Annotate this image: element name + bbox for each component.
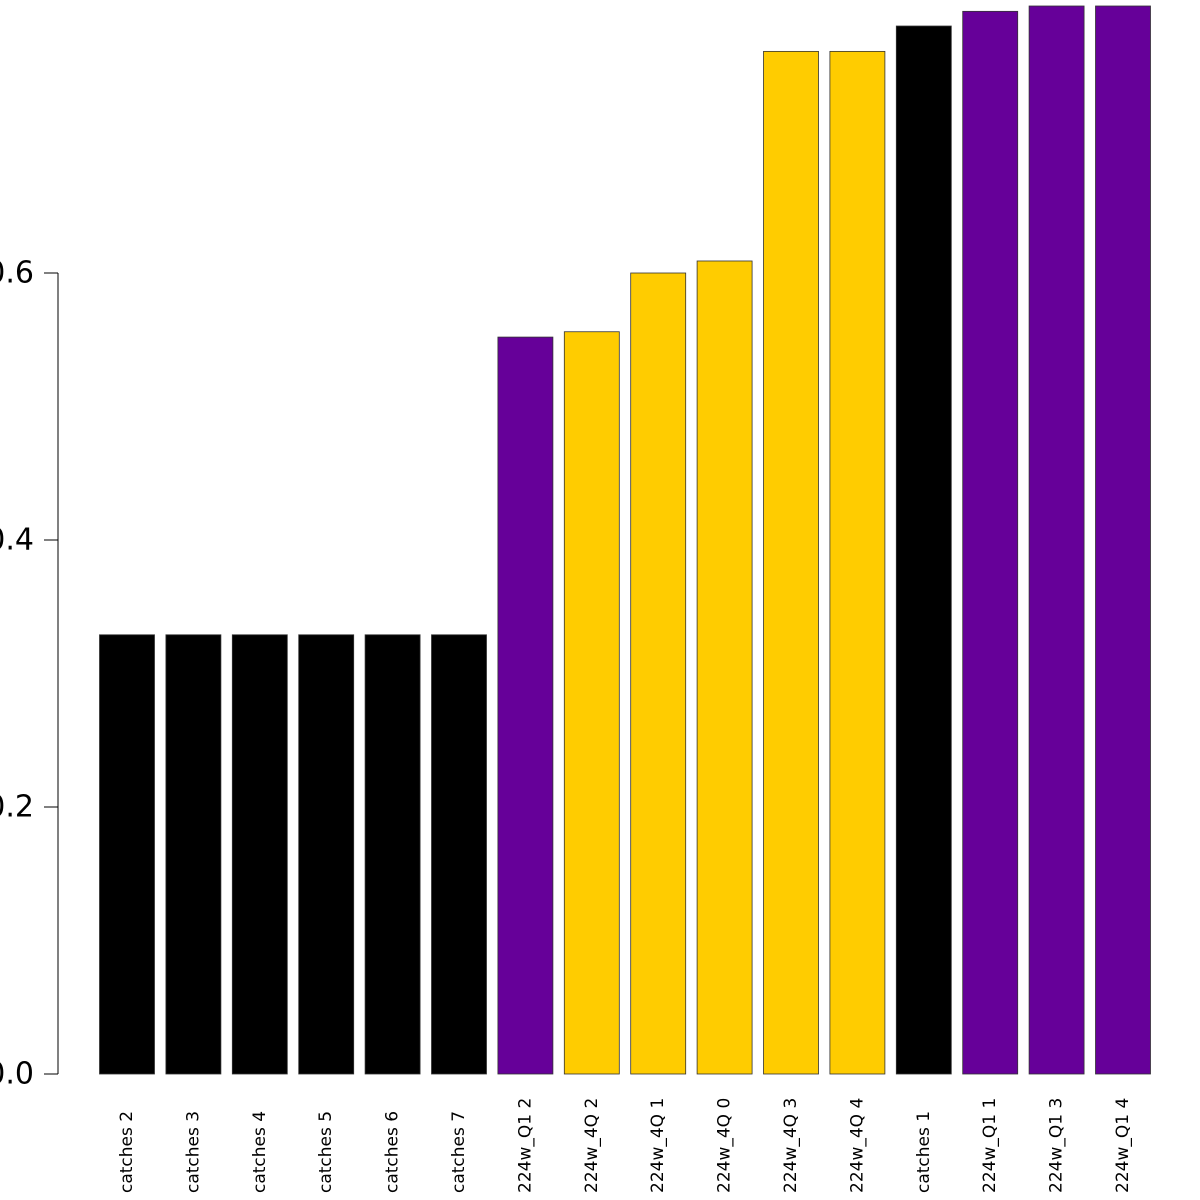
x-tick-label: catches 3 [183, 1111, 203, 1193]
x-tick-label: catches 7 [449, 1111, 469, 1193]
y-tick-label: 0.2 [0, 790, 34, 825]
bar [895, 25, 952, 1075]
x-tick-label: catches 2 [117, 1111, 137, 1193]
x-tick-label: 224w_Q1 3 [1047, 1098, 1067, 1193]
x-tick-label: 224w_Q1 1 [980, 1098, 1000, 1193]
bar [497, 336, 554, 1075]
x-tick-label: 224w_4Q 1 [648, 1098, 668, 1193]
x-axis-labels: catches 2 catches 3 catches 4 catches 5 catc… [117, 1098, 1133, 1193]
x-tick-label: catches 4 [250, 1111, 270, 1193]
bar [298, 634, 355, 1075]
bar [829, 50, 886, 1075]
x-tick-label: 224w_4Q 2 [582, 1098, 602, 1193]
x-tick-label: 224w_Q1 4 [1113, 1098, 1133, 1193]
y-axis: 0.0 0.2 0.4 0.6 [0, 256, 59, 1092]
x-tick-label: 224w_4Q 0 [715, 1098, 735, 1193]
bar [165, 634, 222, 1075]
bar [1028, 5, 1085, 1075]
bar [99, 634, 155, 1075]
x-tick-label: catches 6 [383, 1111, 403, 1193]
y-tick-label: 0.6 [0, 256, 34, 291]
bar [431, 634, 487, 1075]
bar [231, 634, 288, 1075]
x-tick-label: 224w_4Q 3 [781, 1098, 801, 1193]
y-tick-label: 0.0 [0, 1057, 34, 1092]
bar [630, 272, 687, 1075]
bar [763, 50, 819, 1075]
bar [962, 10, 1019, 1075]
x-tick-label: 224w_4Q 4 [847, 1098, 867, 1193]
bar [563, 331, 620, 1075]
bar [1095, 5, 1151, 1075]
y-tick-label: 0.4 [0, 523, 34, 558]
bar [364, 634, 421, 1075]
x-tick-label: 224w_Q1 2 [515, 1098, 535, 1193]
x-tick-label: catches 1 [914, 1111, 934, 1193]
bars [99, 5, 1151, 1075]
bar [696, 260, 753, 1075]
x-tick-label: catches 5 [316, 1111, 336, 1193]
